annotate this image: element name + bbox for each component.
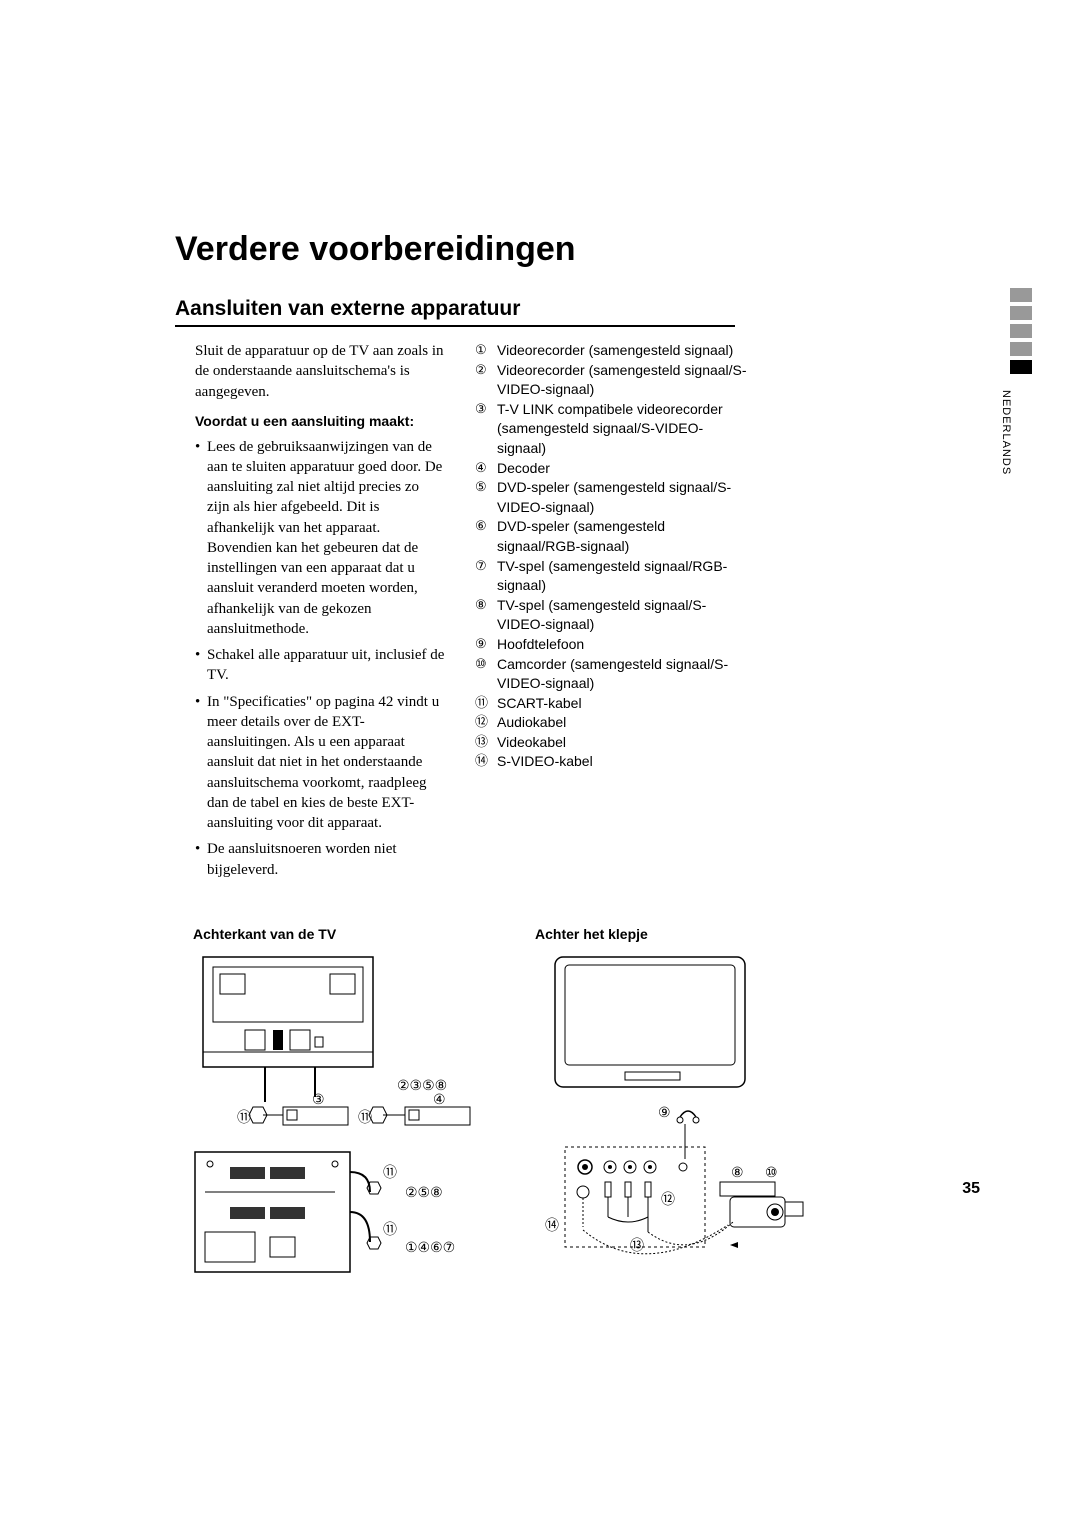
- legend-number: ③: [475, 400, 487, 418]
- content-columns: Sluit de apparatuur op de TV aan zoals i…: [175, 341, 985, 886]
- diagrams-row: Achterkant van de TV: [175, 926, 985, 1292]
- legend-text: Hoofdtelefoon: [497, 636, 584, 652]
- bullet-item: Schakel alle apparatuur uit, inclusief d…: [195, 645, 445, 686]
- svg-text:①④⑥⑦: ①④⑥⑦: [405, 1239, 455, 1255]
- legend-item: ⑨ Hoofdtelefoon: [475, 635, 750, 655]
- svg-text:④: ④: [433, 1091, 446, 1107]
- legend-number: ⑪: [475, 694, 488, 712]
- svg-text:⑬: ⑬: [630, 1237, 644, 1253]
- page-number: 35: [962, 1180, 980, 1198]
- legend-item: ⑪ SCART-kabel: [475, 694, 750, 714]
- before-connection-heading: Voordat u een aansluiting maakt:: [175, 412, 445, 431]
- svg-text:⑫: ⑫: [661, 1191, 675, 1207]
- legend-number: ⑭: [475, 752, 488, 770]
- left-column: Sluit de apparatuur op de TV aan zoals i…: [175, 341, 445, 886]
- legend-text: Videorecorder (samengesteld signaal): [497, 342, 733, 358]
- legend-text: DVD-speler (samengesteld signaal/S-VIDEO…: [497, 479, 731, 515]
- legend-text: S-VIDEO-kabel: [497, 753, 593, 769]
- legend-number: ⑤: [475, 478, 487, 496]
- legend-item: ⑤ DVD-speler (samengesteld signaal/S-VIDE…: [475, 478, 750, 517]
- diagram-right: Achter het klepje: [535, 926, 835, 1292]
- side-tab: [1010, 342, 1032, 356]
- legend-number: ⑧: [475, 596, 487, 614]
- legend-text: Videorecorder (samengesteld signaal/S-VI…: [497, 362, 747, 398]
- side-tab: [1010, 306, 1032, 320]
- side-tabs: [1010, 288, 1032, 374]
- svg-text:③: ③: [312, 1091, 325, 1107]
- svg-text:⑪: ⑪: [237, 1109, 251, 1125]
- bullet-item: In "Specificaties" op pagina 42 vindt u …: [195, 692, 445, 834]
- legend-number: ①: [475, 341, 487, 359]
- bullet-list: Lees de gebruiksaanwijzingen van de aan …: [175, 437, 445, 880]
- bullet-item: Lees de gebruiksaanwijzingen van de aan …: [195, 437, 445, 640]
- svg-text:⑧: ⑧: [731, 1164, 744, 1180]
- legend-number: ⑦: [475, 557, 487, 575]
- tv-back-diagram: ②③⑤⑧ ⑪ ③ ⑪ ④ ⑪ ②⑤⑧ ⑪ ①④⑥⑦: [175, 952, 475, 1292]
- legend-item: ⑭ S-VIDEO-kabel: [475, 752, 750, 772]
- legend-text: Audiokabel: [497, 714, 566, 730]
- legend-item: ③ T-V LINK compatibele videorecorder (sam…: [475, 400, 750, 459]
- legend-item: ④ Decoder: [475, 459, 750, 479]
- svg-text:⑪: ⑪: [358, 1109, 372, 1125]
- svg-text:⑭: ⑭: [545, 1217, 559, 1233]
- side-tab: [1010, 324, 1032, 338]
- diagram-left-title: Achterkant van de TV: [175, 926, 475, 942]
- svg-text:⑨: ⑨: [658, 1104, 671, 1120]
- legend-text: T-V LINK compatibele videorecorder (same…: [497, 401, 723, 456]
- legend-number: ②: [475, 361, 487, 379]
- right-column: ①Videorecorder (samengesteld signaal) ②V…: [475, 341, 750, 886]
- svg-text:⑪: ⑪: [383, 1221, 397, 1237]
- legend-number: ⑫: [475, 713, 488, 731]
- legend-number: ⑨: [475, 635, 487, 653]
- legend-list: ①Videorecorder (samengesteld signaal) ②V…: [475, 341, 750, 772]
- legend-item: ⑬ Videokabel: [475, 733, 750, 753]
- page-title: Verdere voorbereidingen: [175, 230, 985, 269]
- svg-text:⑩: ⑩: [765, 1164, 778, 1180]
- legend-item: ⑧ TV-spel (samengesteld signaal/S-VIDEO-s…: [475, 596, 750, 635]
- side-tab-active: [1010, 360, 1032, 374]
- svg-text:⑪: ⑪: [383, 1164, 397, 1180]
- legend-text: DVD-speler (samengesteld signaal/RGB-sig…: [497, 518, 665, 554]
- legend-item: ⑥ DVD-speler (samengesteld signaal/RGB-si…: [475, 517, 750, 556]
- legend-number: ⑬: [475, 733, 488, 751]
- legend-item: ② Videorecorder (samengesteld signaal/S-V…: [475, 361, 750, 400]
- side-tab: [1010, 288, 1032, 302]
- svg-text:②⑤⑧: ②⑤⑧: [405, 1184, 443, 1200]
- legend-number: ④: [475, 459, 487, 477]
- legend-text: Videokabel: [497, 734, 566, 750]
- legend-text: SCART-kabel: [497, 695, 582, 711]
- section-title: Aansluiten van externe apparatuur: [175, 297, 735, 327]
- diagram-right-title: Achter het klepje: [535, 926, 835, 942]
- bullet-item: De aansluitsnoeren worden niet bijgeleve…: [195, 839, 445, 880]
- legend-item: ⑩ Camcorder (samengesteld signaal/S-VIDEO…: [475, 655, 750, 694]
- legend-text: Camcorder (samengesteld signaal/S-VIDEO-…: [497, 656, 728, 692]
- legend-item: ⑫ Audiokabel: [475, 713, 750, 733]
- legend-text: Decoder: [497, 460, 550, 476]
- legend-text: TV-spel (samengesteld signaal/RGB-signaa…: [497, 558, 727, 594]
- legend-number: ⑩: [475, 655, 487, 673]
- diagram-left: Achterkant van de TV: [175, 926, 475, 1292]
- tv-front-diagram: ⑨ ⑧ ⑩ ⑫ ⑭ ⑬: [535, 952, 835, 1292]
- intro-text: Sluit de apparatuur op de TV aan zoals i…: [175, 341, 445, 402]
- legend-number: ⑥: [475, 517, 487, 535]
- legend-text: TV-spel (samengesteld signaal/S-VIDEO-si…: [497, 597, 706, 633]
- legend-item: ⑦ TV-spel (samengesteld signaal/RGB-signa…: [475, 557, 750, 596]
- legend-item: ① Videorecorder (samengesteld signaal): [475, 341, 750, 361]
- language-label: NEDERLANDS: [1000, 390, 1012, 475]
